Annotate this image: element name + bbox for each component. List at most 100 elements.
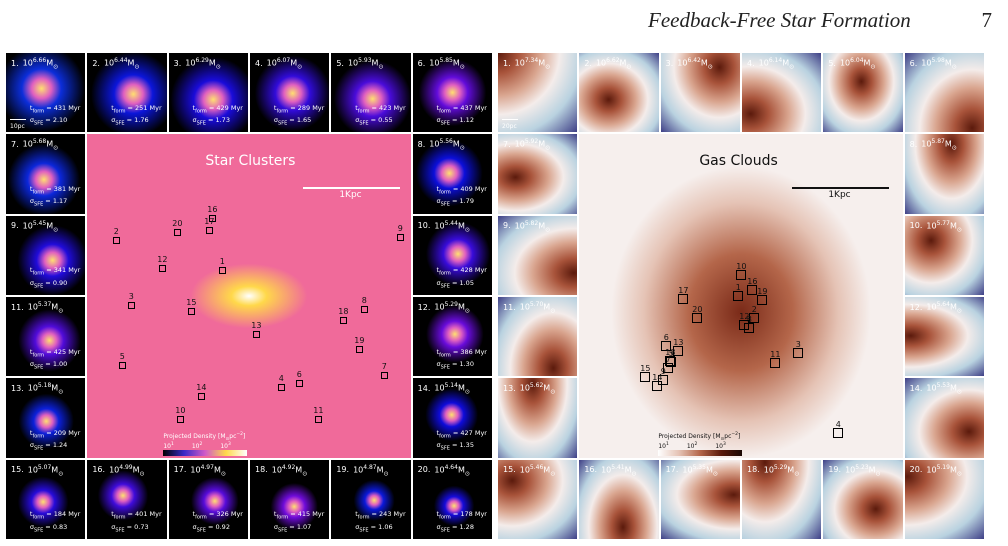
panel-index: 13. — [11, 383, 24, 393]
t-value: 423 Myr — [379, 103, 406, 112]
thumbnail: 20. 104.64M⊙ tform = 178 Myr σSFE = 1.28 — [411, 458, 493, 540]
mass-label: 14. 105.53M⊙ — [910, 382, 962, 395]
sfe-dispersion: σSFE = 1.65 — [274, 116, 324, 128]
mass-exponent: 5.82 — [524, 219, 539, 227]
mass-unit: M — [782, 58, 790, 68]
tick-base: 10 — [191, 442, 200, 450]
thumbnail: 7. 105.68M⊙ tform = 381 Myr σSFE = 1.17 — [5, 133, 87, 215]
panel-index: 15. — [11, 465, 24, 475]
mass-exponent: 5.64 — [936, 301, 950, 308]
mass-label: 19. 105.23M⊙ — [828, 464, 880, 477]
sun-symbol: ⊙ — [464, 469, 470, 477]
t-sub: form — [195, 108, 207, 115]
mass-unit: M — [868, 465, 876, 475]
marker-label: 10 — [736, 262, 747, 272]
tick-exp: 3 — [228, 441, 231, 447]
sigma-sub: SFE — [34, 445, 44, 452]
sfe-dispersion: σSFE = 1.00 — [30, 360, 80, 372]
marker-label: 19 — [354, 336, 365, 346]
mass-unit: M — [944, 58, 952, 68]
t-symbol: t — [436, 510, 440, 519]
sfe-dispersion: σSFE = 0.83 — [30, 523, 80, 535]
marker-label: 3 — [128, 292, 134, 302]
panel-index: 12. — [417, 302, 431, 312]
t-sub: form — [32, 514, 45, 521]
sigma-value: 1.30 — [459, 360, 474, 369]
eq: = — [43, 441, 53, 450]
t-sub: form — [439, 270, 451, 277]
mass-unit: M — [705, 465, 713, 475]
t-symbol: t — [192, 103, 196, 112]
panel-index: 2. — [584, 58, 592, 68]
mass-base: 10 — [27, 302, 38, 312]
colorbar-label: Projected Density [M⊙pc−2] — [163, 432, 247, 442]
mass-label: 3. 106.42M⊙ — [666, 57, 713, 70]
mass-base: 10 — [103, 58, 115, 68]
sfe-dispersion: σSFE = 1.12 — [437, 116, 487, 128]
panel-index: 16. — [92, 465, 106, 475]
formation-time: tform = 326 Myr — [193, 510, 243, 522]
mass-unit: M — [127, 58, 135, 68]
marker-box — [118, 361, 126, 369]
marker-box — [158, 264, 166, 272]
sfe-dispersion: σSFE = 2.10 — [30, 116, 80, 128]
t-value: 326 Myr — [216, 510, 243, 519]
marker-box — [360, 305, 368, 313]
sigma-value: 1.76 — [134, 116, 149, 125]
mass-exponent: 6.14 — [768, 57, 783, 64]
mass-label: 5. 106.04M⊙ — [828, 57, 875, 70]
eq: = — [288, 510, 298, 519]
mass-unit: M — [787, 465, 795, 475]
sigma-sub: SFE — [115, 526, 125, 533]
thumbnail: 11. 105.37M⊙ tform = 425 Myr σSFE = 1.00 — [5, 296, 87, 378]
mass-label: 1. 106.66M⊙ — [11, 57, 58, 70]
t-symbol: t — [111, 103, 114, 112]
t-sub: form — [195, 514, 207, 521]
eq: = — [125, 510, 136, 519]
marker-box — [205, 226, 213, 234]
panel-index: 7. — [503, 139, 511, 149]
formation-time: tform = 415 Myr — [274, 510, 324, 522]
mass-base: 10 — [27, 383, 38, 393]
sigma-symbol: σ — [29, 278, 35, 287]
cluster-info: tform = 341 Myr σSFE = 0.90 — [30, 266, 80, 291]
eq: = — [449, 441, 460, 450]
sigma-sub: SFE — [34, 201, 44, 208]
mass-exponent: 5.29 — [444, 301, 458, 308]
mass-label: 20. 104.64M⊙ — [418, 464, 470, 477]
sun-symbol: ⊙ — [545, 144, 551, 152]
t-symbol: t — [29, 429, 33, 438]
marker-box — [658, 375, 669, 386]
sigma-sub: SFE — [440, 364, 450, 371]
panel-index: 19. — [336, 465, 350, 475]
t-symbol: t — [273, 510, 277, 519]
formation-time: tform = 209 Myr — [30, 429, 80, 441]
cb-label: Projected Density [M — [163, 432, 226, 440]
panel-index: 10. — [417, 221, 431, 231]
mass-unit: M — [213, 465, 221, 475]
mass-base: 10 — [22, 58, 33, 68]
mass-unit: M — [543, 383, 551, 393]
thumbnail: 18. 105.29M⊙ — [741, 458, 823, 540]
eq: = — [368, 522, 379, 531]
sigma-value: 1.24 — [52, 441, 68, 450]
eq: = — [124, 116, 135, 125]
marker-label: 17 — [204, 217, 215, 227]
sigma-symbol: σ — [29, 441, 35, 450]
cluster-info: tform = 437 Myr σSFE = 1.12 — [437, 104, 487, 129]
panel-index: 11. — [11, 302, 24, 312]
mass-base: 10 — [926, 302, 937, 312]
cluster-info: tform = 415 Myr σSFE = 1.07 — [274, 510, 324, 535]
sfe-dispersion: σSFE = 1.79 — [437, 197, 487, 209]
sigma-symbol: σ — [273, 116, 279, 125]
eq: = — [43, 522, 53, 531]
marker-label: 9 — [397, 224, 403, 234]
eq: = — [287, 116, 297, 125]
cb-sun: ⊙ — [225, 436, 230, 442]
mass-label: 11. 105.70M⊙ — [503, 301, 555, 314]
cluster-info: tform = 425 Myr σSFE = 1.00 — [30, 348, 80, 373]
formation-time: tform = 428 Myr — [437, 266, 487, 278]
panel-index: 19. — [828, 465, 842, 475]
marker-label: 2 — [113, 227, 119, 237]
t-value: 386 Myr — [460, 347, 487, 356]
